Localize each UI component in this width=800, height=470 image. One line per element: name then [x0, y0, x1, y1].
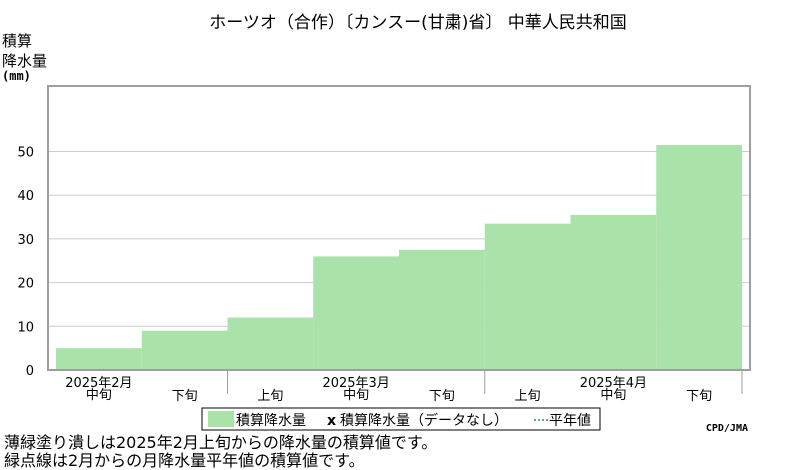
bar [141, 330, 228, 370]
bar [484, 223, 571, 370]
footnote-1: 薄緑塗り潰しは2025年2月上旬からの降水量の積算値です。 [4, 433, 437, 452]
legend-box [201, 407, 601, 431]
bar [570, 214, 657, 370]
x-tick-label: 下旬 [429, 389, 455, 404]
y-tick-label: 40 [17, 189, 34, 204]
y-tick-label: 10 [17, 320, 34, 335]
bar [399, 249, 485, 370]
y-tick-label: 20 [17, 277, 34, 292]
x-group-label: 2025年3月 [322, 376, 389, 391]
x-group-label: 2025年4月 [580, 376, 647, 391]
footnote-2: 緑点線は2月からの月降水量平年値の積算値です。 [4, 451, 365, 470]
y-tick-label: 0 [26, 364, 34, 379]
bar [56, 348, 142, 370]
chart-title: ホーツオ（合作）〔カンスー(甘粛)省〕 中華人民共和国 [209, 13, 627, 33]
x-tick-label: 中旬 [343, 388, 369, 403]
y-axis-label-line-2: 降水量 [2, 52, 47, 70]
bar [656, 144, 742, 370]
x-group-label: 2025年2月 [65, 376, 132, 391]
plot-frame [47, 85, 751, 371]
bar [227, 317, 314, 370]
x-tick-label: 上旬 [515, 389, 541, 404]
y-axis-unit: (mm) [2, 69, 31, 83]
x-tick-label: 中旬 [600, 388, 626, 403]
legend-entry-nodata: 積算降水量（データなし） [340, 412, 508, 429]
legend-entry-accumulated: 積算降水量 [236, 413, 306, 429]
bars [56, 144, 742, 370]
y-tick-label: 50 [17, 146, 34, 161]
bar [313, 256, 399, 370]
y-tick-label: 30 [17, 233, 34, 248]
y-axis-label-line-1: 積算 [2, 32, 32, 50]
legend: 積算降水量 x 積算降水量（データなし） 平年値 [201, 407, 601, 431]
y-axis-ticks: 0 10 20 30 40 50 [17, 146, 34, 379]
x-tick-label: 下旬 [686, 389, 712, 404]
legend-swatch-accumulated [208, 411, 234, 427]
credit-text: CPD/JMA [706, 423, 748, 434]
x-tick-label: 上旬 [257, 389, 283, 404]
legend-marker-nodata: x [327, 413, 336, 429]
legend-entry-normal: 平年値 [549, 413, 591, 429]
x-tick-label: 下旬 [172, 389, 198, 404]
x-tick-label: 中旬 [86, 388, 112, 403]
